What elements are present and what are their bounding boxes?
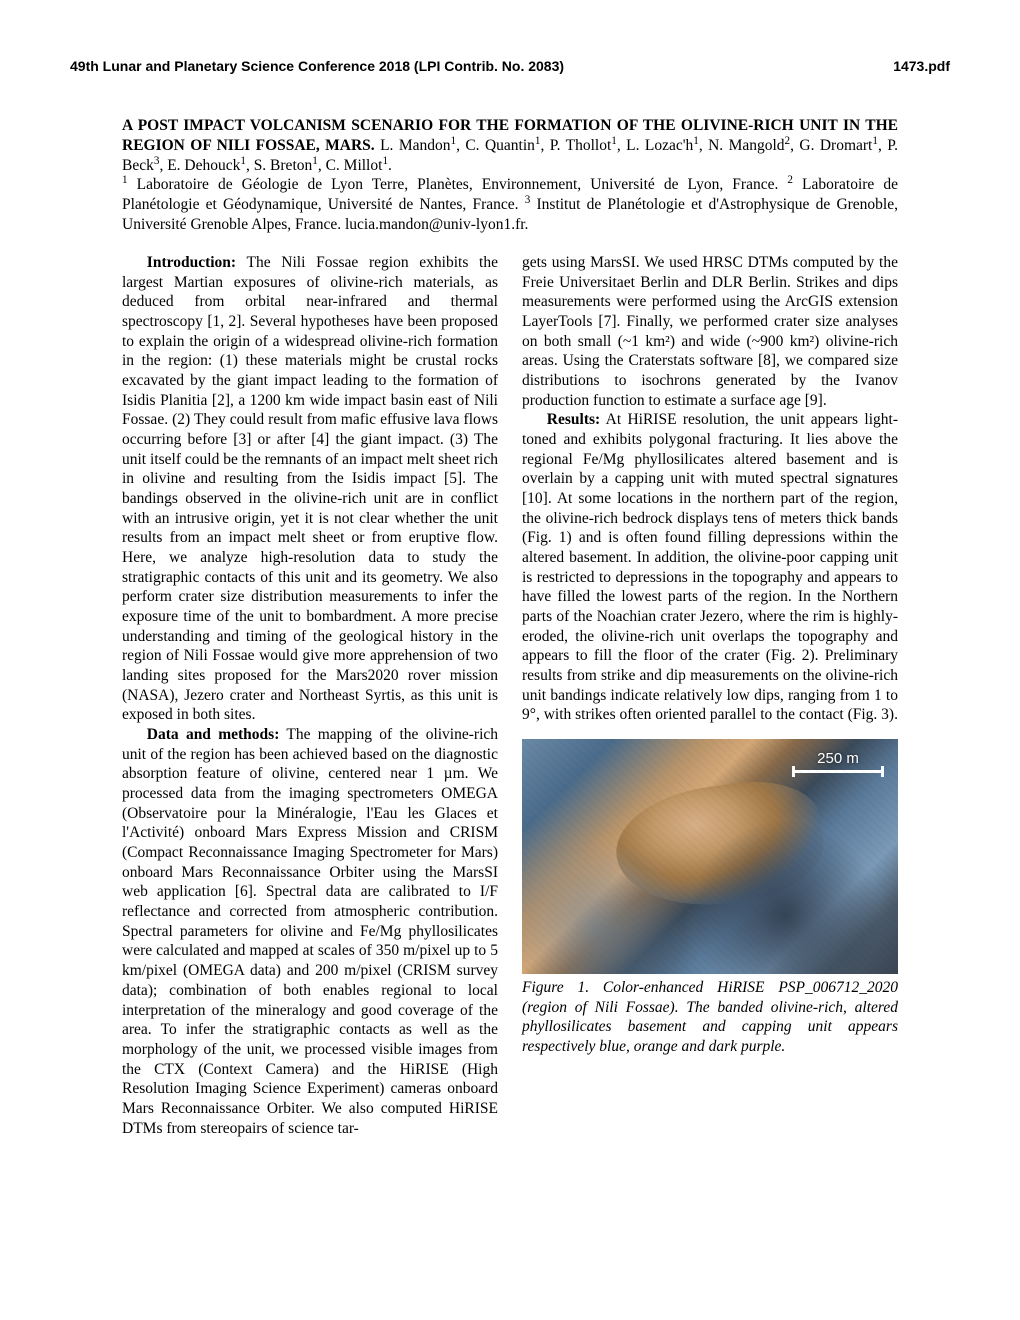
scalebar-label: 250 m: [817, 750, 859, 767]
affiliations: 1 Laboratoire de Géologie de Lyon Terre,…: [122, 176, 898, 233]
header-left: 49th Lunar and Planetary Science Confere…: [70, 58, 564, 74]
scalebar-line: [792, 770, 884, 773]
left-column: Introduction: The Nili Fossae region exh…: [122, 253, 498, 1138]
section-heading-results: Results:: [547, 411, 600, 428]
results-paragraph: Results: At HiRISE resolution, the unit …: [522, 410, 898, 725]
header-right: 1473.pdf: [893, 58, 950, 74]
figure-1: 250 m Figure 1. Color-enhanced HiRISE PS…: [522, 739, 898, 1057]
scalebar: 250 m: [792, 749, 884, 773]
results-text: At HiRISE resolution, the unit appears l…: [522, 411, 898, 723]
section-heading-data-methods: Data and methods:: [147, 726, 280, 743]
figure-1-caption: Figure 1. Color-enhanced HiRISE PSP_0067…: [522, 978, 898, 1057]
body-columns: Introduction: The Nili Fossae region exh…: [122, 253, 898, 1138]
methods-text: The mapping of the olivine-rich unit of …: [122, 726, 498, 1136]
intro-paragraph: Introduction: The Nili Fossae region exh…: [122, 253, 498, 725]
methods-continued: gets using MarsSI. We used HRSC DTMs com…: [522, 253, 898, 410]
section-heading-introduction: Introduction:: [147, 254, 236, 271]
title-block: A POST IMPACT VOLCANISM SCENARIO FOR THE…: [122, 116, 898, 235]
running-header: 49th Lunar and Planetary Science Confere…: [70, 58, 950, 74]
intro-text: The Nili Fossae region exhibits the larg…: [122, 254, 498, 723]
methods-paragraph: Data and methods: The mapping of the oli…: [122, 725, 498, 1138]
figure-1-image: 250 m: [522, 739, 898, 974]
right-column: gets using MarsSI. We used HRSC DTMs com…: [522, 253, 898, 1138]
page: 49th Lunar and Planetary Science Confere…: [0, 0, 1020, 1320]
